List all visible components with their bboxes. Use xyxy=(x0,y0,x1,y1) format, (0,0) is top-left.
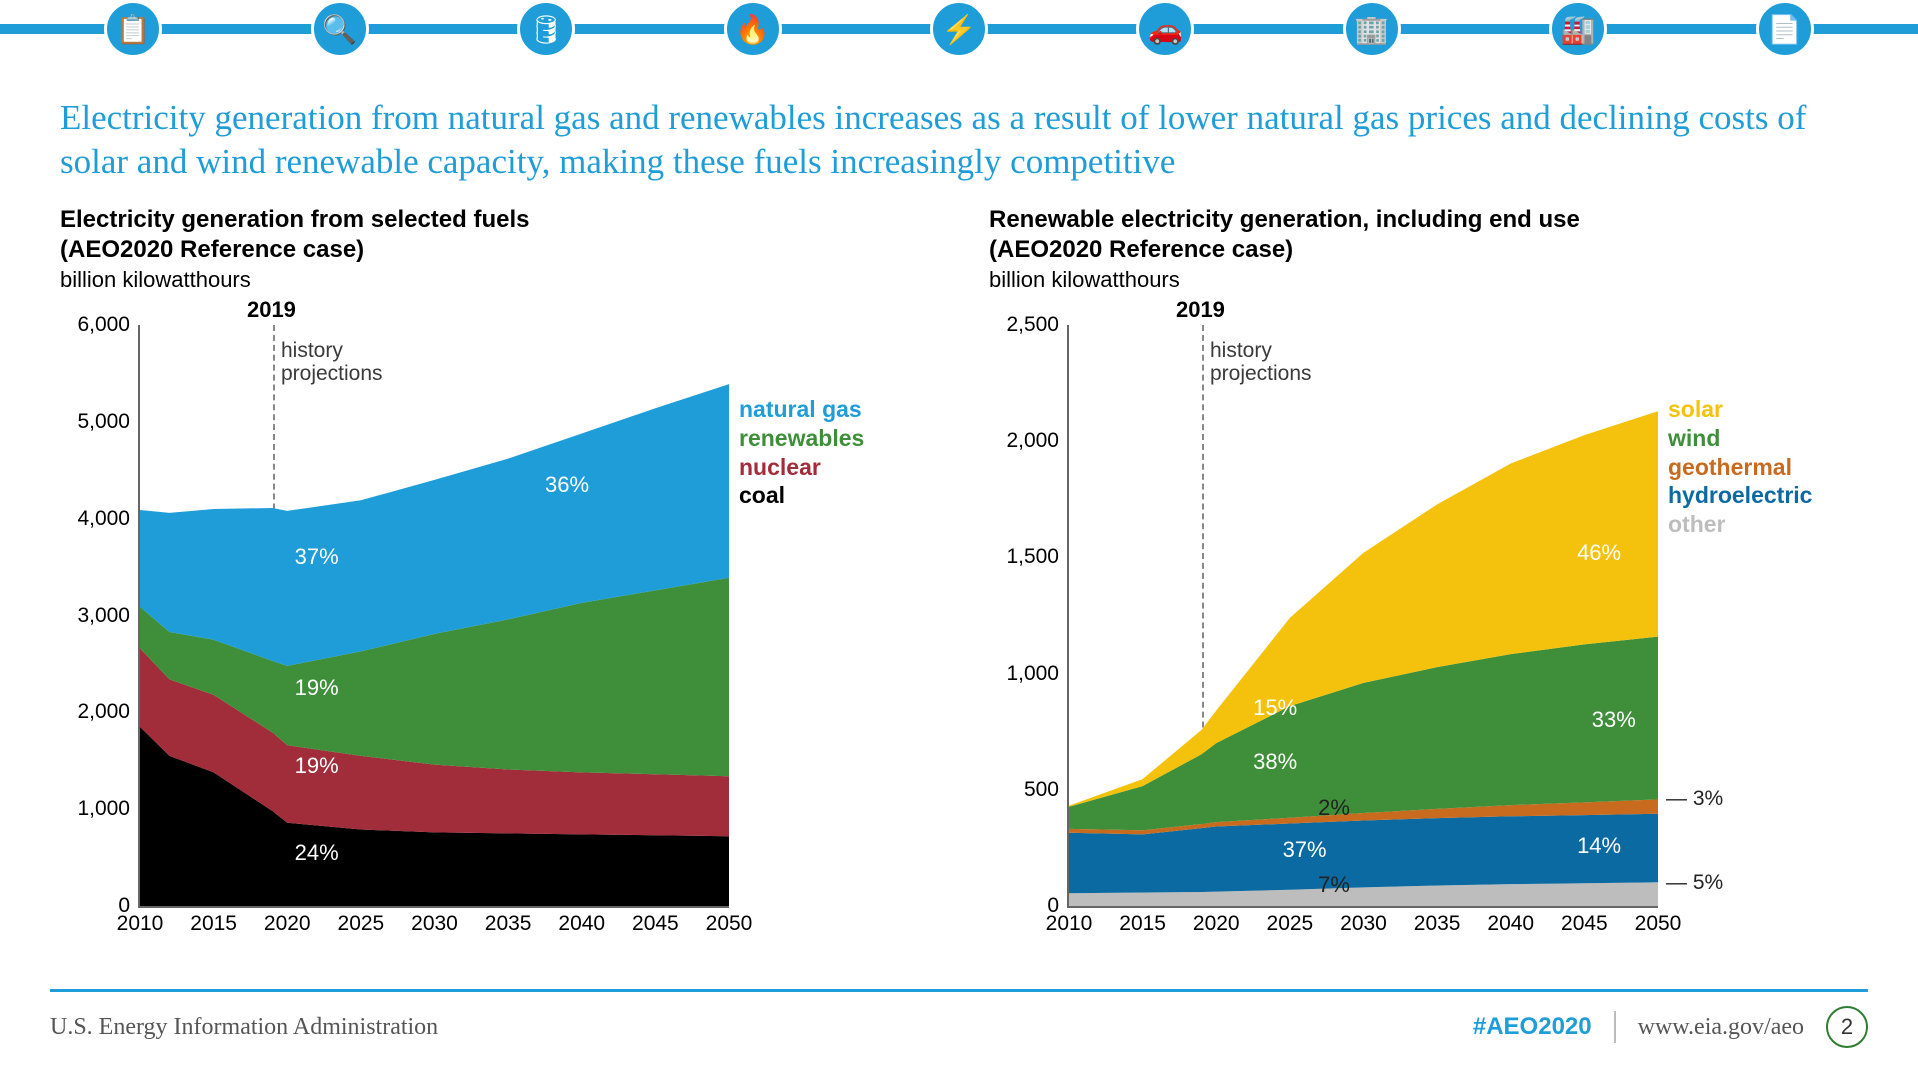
x-tick: 2035 xyxy=(1414,906,1461,936)
x-tick: 2040 xyxy=(558,906,605,936)
legend-item: wind xyxy=(1668,424,1858,453)
y-tick: 5,000 xyxy=(77,410,140,434)
nav-icon-row: 📋 🔍 🛢 🔥 ⚡ 🚗 🏢 🏭 📄 xyxy=(0,0,1918,58)
bottom-rule xyxy=(50,989,1868,992)
footer-hashtag: #AEO2020 xyxy=(1473,1013,1592,1041)
chart-subtitle: (AEO2020 Reference case) xyxy=(989,235,1858,265)
chart-units: billion kilowatthours xyxy=(989,267,1858,293)
y-tick: 2,000 xyxy=(1006,429,1069,453)
pct-label: 37% xyxy=(295,544,339,570)
x-tick: 2010 xyxy=(117,906,164,936)
y-tick: 6,000 xyxy=(77,313,140,337)
legend-item: other xyxy=(1668,510,1858,539)
y-tick: 500 xyxy=(1024,778,1069,802)
nav-icon: 🔍 xyxy=(311,0,369,58)
footer-divider xyxy=(1614,1011,1616,1043)
pct-label: 37% xyxy=(1283,837,1327,863)
x-tick: 2035 xyxy=(485,906,532,936)
nav-icon: 🏭 xyxy=(1549,0,1607,58)
y-tick: 1,000 xyxy=(1006,662,1069,686)
pct-label: 36% xyxy=(545,472,589,498)
x-tick: 2030 xyxy=(1340,906,1387,936)
pct-label: 14% xyxy=(1577,833,1621,859)
end-label: — 3% xyxy=(1658,787,1723,811)
chart-subtitle: (AEO2020 Reference case) xyxy=(60,235,929,265)
x-tick: 2040 xyxy=(1487,906,1534,936)
x-tick: 2015 xyxy=(1119,906,1166,936)
x-tick: 2045 xyxy=(1561,906,1608,936)
pct-label: 15% xyxy=(1253,695,1297,721)
footer-org: U.S. Energy Information Administration xyxy=(50,1014,438,1041)
legend-item: natural gas xyxy=(739,395,929,424)
y-tick: 1,000 xyxy=(77,797,140,821)
pct-label: 46% xyxy=(1577,540,1621,566)
y-tick: 2,500 xyxy=(1006,313,1069,337)
y-tick: 2,000 xyxy=(77,700,140,724)
chart-right: Renewable electricity generation, includ… xyxy=(989,205,1858,958)
x-tick: 2010 xyxy=(1046,906,1093,936)
nav-icon: 📄 xyxy=(1756,0,1814,58)
x-tick: 2030 xyxy=(411,906,458,936)
history-label: historyprojections xyxy=(281,339,383,385)
history-label: historyprojections xyxy=(1210,339,1312,385)
pct-label: 24% xyxy=(295,840,339,866)
nav-icon: 🔥 xyxy=(724,0,782,58)
chart-legend: natural gasrenewablesnuclearcoal xyxy=(739,395,929,510)
y-tick: 1,500 xyxy=(1006,545,1069,569)
legend-item: hydroelectric xyxy=(1668,481,1858,510)
pct-label: 7% xyxy=(1318,872,1350,898)
y-tick: 4,000 xyxy=(77,507,140,531)
chart-left: Electricity generation from selected fue… xyxy=(60,205,929,958)
plot-area: 05001,0001,5002,0002,5002010201520202025… xyxy=(1067,325,1658,908)
nav-icon: 🏢 xyxy=(1343,0,1401,58)
x-tick: 2050 xyxy=(1635,906,1682,936)
plot-area: 01,0002,0003,0004,0005,0006,000201020152… xyxy=(138,325,729,908)
nav-icon: 📋 xyxy=(104,0,162,58)
footer: U.S. Energy Information Administration #… xyxy=(50,1006,1868,1048)
x-tick: 2015 xyxy=(190,906,237,936)
footer-right: #AEO2020 www.eia.gov/aeo 2 xyxy=(1473,1006,1868,1048)
footer-url: www.eia.gov/aeo xyxy=(1638,1014,1804,1041)
slide-headline: Electricity generation from natural gas … xyxy=(60,96,1858,184)
charts-container: Electricity generation from selected fue… xyxy=(60,205,1858,958)
chart-title: Renewable electricity generation, includ… xyxy=(989,205,1858,235)
chart-title: Electricity generation from selected fue… xyxy=(60,205,929,235)
nav-icon: ⚡ xyxy=(930,0,988,58)
legend-item: renewables xyxy=(739,424,929,453)
x-tick: 2020 xyxy=(1193,906,1240,936)
x-tick: 2025 xyxy=(1267,906,1314,936)
chart-units: billion kilowatthours xyxy=(60,267,929,293)
x-tick: 2025 xyxy=(338,906,385,936)
pct-label: 19% xyxy=(295,675,339,701)
legend-item: nuclear xyxy=(739,453,929,482)
pct-label: 33% xyxy=(1592,707,1636,733)
x-tick: 2050 xyxy=(706,906,753,936)
nav-icon: 🛢 xyxy=(517,0,575,58)
x-tick: 2045 xyxy=(632,906,679,936)
nav-icon: 🚗 xyxy=(1136,0,1194,58)
legend-item: solar xyxy=(1668,395,1858,424)
x-tick: 2020 xyxy=(264,906,311,936)
y-tick: 3,000 xyxy=(77,604,140,628)
pct-label: 2% xyxy=(1318,795,1350,821)
chart-legend: solarwindgeothermalhydroelectricother xyxy=(1668,395,1858,539)
legend-item: geothermal xyxy=(1668,453,1858,482)
pct-label: 19% xyxy=(295,753,339,779)
pct-label: 38% xyxy=(1253,749,1297,775)
page-number: 2 xyxy=(1826,1006,1868,1048)
end-label: — 5% xyxy=(1658,871,1723,895)
legend-item: coal xyxy=(739,481,929,510)
